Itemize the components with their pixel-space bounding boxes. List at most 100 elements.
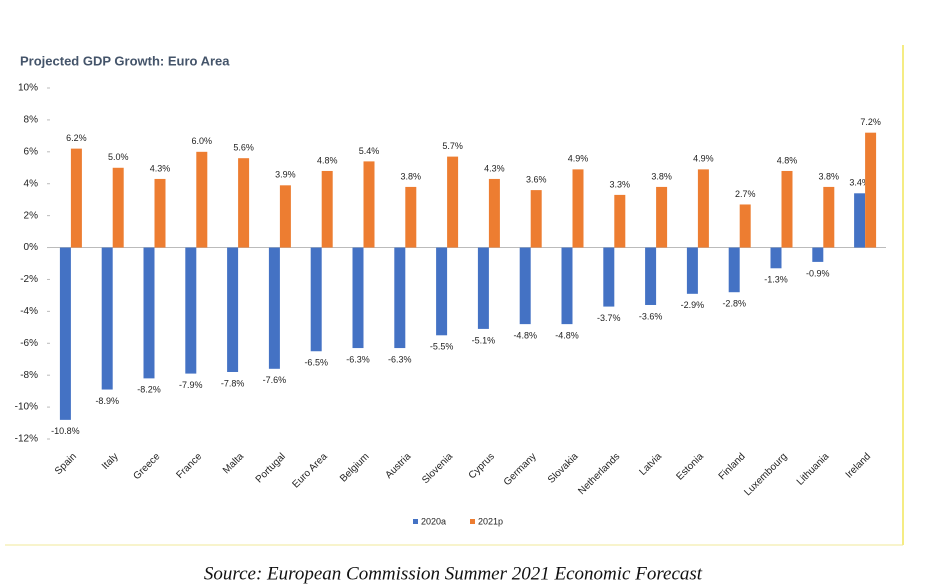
- data-label: -4.8%: [555, 331, 579, 341]
- x-tick-label: Lithuania: [795, 451, 832, 488]
- x-tick-label: Austria: [384, 451, 414, 481]
- data-label: 3.8%: [401, 171, 422, 181]
- bar: [436, 247, 448, 336]
- data-label: -5.5%: [430, 342, 454, 352]
- y-tick-label: -8%: [20, 370, 38, 381]
- y-tick-label: -2%: [20, 274, 38, 285]
- x-tick-label: Malta: [221, 451, 246, 476]
- bar: [321, 170, 333, 248]
- data-label: 4.9%: [693, 154, 714, 164]
- bar: [614, 194, 626, 248]
- data-label: 2.7%: [735, 189, 756, 199]
- y-tick-label: 0%: [24, 242, 39, 253]
- bar: [686, 247, 698, 294]
- x-tick-label: Finland: [717, 451, 748, 482]
- bar: [112, 167, 124, 248]
- bar: [656, 186, 668, 248]
- bar: [238, 158, 250, 248]
- y-tick-label: -12%: [15, 434, 38, 445]
- data-label: -2.8%: [722, 299, 746, 309]
- x-tick-label: Belgium: [338, 451, 371, 484]
- bar: [865, 132, 877, 248]
- bar: [781, 170, 793, 248]
- data-label: 6.2%: [66, 133, 87, 143]
- bar: [697, 169, 709, 248]
- y-tick-label: 8%: [24, 115, 39, 126]
- bar: [488, 178, 500, 248]
- bar: [572, 169, 584, 248]
- bar: [394, 247, 406, 349]
- bar: [561, 247, 573, 325]
- y-tick-label: 6%: [24, 146, 39, 157]
- data-label: -0.9%: [806, 268, 830, 278]
- x-tick-label: Euro Area: [290, 451, 330, 491]
- x-tick-label: Spain: [53, 451, 79, 477]
- x-tick-label: Slovenia: [420, 451, 455, 486]
- legend-swatch: [470, 519, 475, 524]
- data-label: -6.5%: [304, 358, 328, 368]
- data-label: -6.3%: [388, 354, 412, 364]
- x-tick-label: Portugal: [254, 451, 288, 485]
- data-label: 4.3%: [484, 163, 505, 173]
- bar: [739, 204, 751, 248]
- data-label: -7.8%: [221, 378, 245, 388]
- data-label: 3.8%: [819, 171, 840, 181]
- x-tick-label: Italy: [100, 451, 121, 472]
- legend-label: 2021p: [478, 516, 503, 526]
- bar: [447, 156, 459, 248]
- data-label: -8.9%: [95, 396, 119, 406]
- data-label: 3.9%: [275, 170, 296, 180]
- data-label: 5.0%: [108, 152, 129, 162]
- data-label: -7.6%: [263, 375, 287, 385]
- bar: [59, 247, 71, 420]
- data-label: -1.3%: [764, 275, 788, 285]
- data-label: 4.8%: [777, 155, 798, 165]
- x-tick-label: Luxembourg: [742, 451, 789, 498]
- bar: [603, 247, 615, 307]
- bar: [530, 190, 542, 248]
- x-tick-label: Ireland: [844, 451, 873, 480]
- y-tick-label: -4%: [20, 306, 38, 317]
- data-label: 5.4%: [359, 146, 380, 156]
- bar: [728, 247, 740, 293]
- x-tick-label: Cyprus: [467, 451, 497, 481]
- data-label: 7.2%: [860, 117, 881, 127]
- data-label: -3.7%: [597, 313, 621, 323]
- data-label: -4.8%: [513, 331, 537, 341]
- data-label: -10.8%: [51, 426, 80, 436]
- x-tick-label: Netherlands: [576, 451, 622, 497]
- data-label: 4.8%: [317, 155, 338, 165]
- bar: [196, 151, 208, 248]
- chart-title: Projected GDP Growth: Euro Area: [20, 53, 230, 68]
- legend-label: 2020a: [421, 516, 446, 526]
- bar: [823, 186, 835, 248]
- bar: [405, 186, 417, 248]
- data-label: -7.9%: [179, 380, 203, 390]
- bar: [70, 148, 82, 248]
- bar: [363, 161, 375, 248]
- x-tick-label: Greece: [132, 451, 163, 482]
- bar: [268, 247, 280, 369]
- bar: [477, 247, 489, 329]
- data-label: 4.9%: [568, 154, 589, 164]
- bar: [854, 193, 866, 248]
- bar: [143, 247, 155, 379]
- x-tick-label: Slovakia: [546, 451, 581, 486]
- x-tick-label: Estonia: [675, 451, 707, 483]
- source: Source: European Commission Summer 2021 …: [204, 563, 703, 584]
- bar: [645, 247, 657, 305]
- x-tick-label: France: [175, 451, 205, 481]
- y-tick-label: -6%: [20, 338, 38, 349]
- bar: [519, 247, 531, 325]
- data-label: 3.3%: [610, 179, 631, 189]
- bar: [185, 247, 197, 374]
- y-tick-label: 2%: [24, 210, 39, 221]
- data-label: 3.8%: [651, 171, 672, 181]
- bar: [770, 247, 782, 269]
- bar: [154, 178, 166, 248]
- data-label: -6.3%: [346, 354, 370, 364]
- x-tick-label: Germany: [502, 451, 539, 488]
- bar: [352, 247, 364, 349]
- x-tick-label: Latvia: [637, 451, 664, 478]
